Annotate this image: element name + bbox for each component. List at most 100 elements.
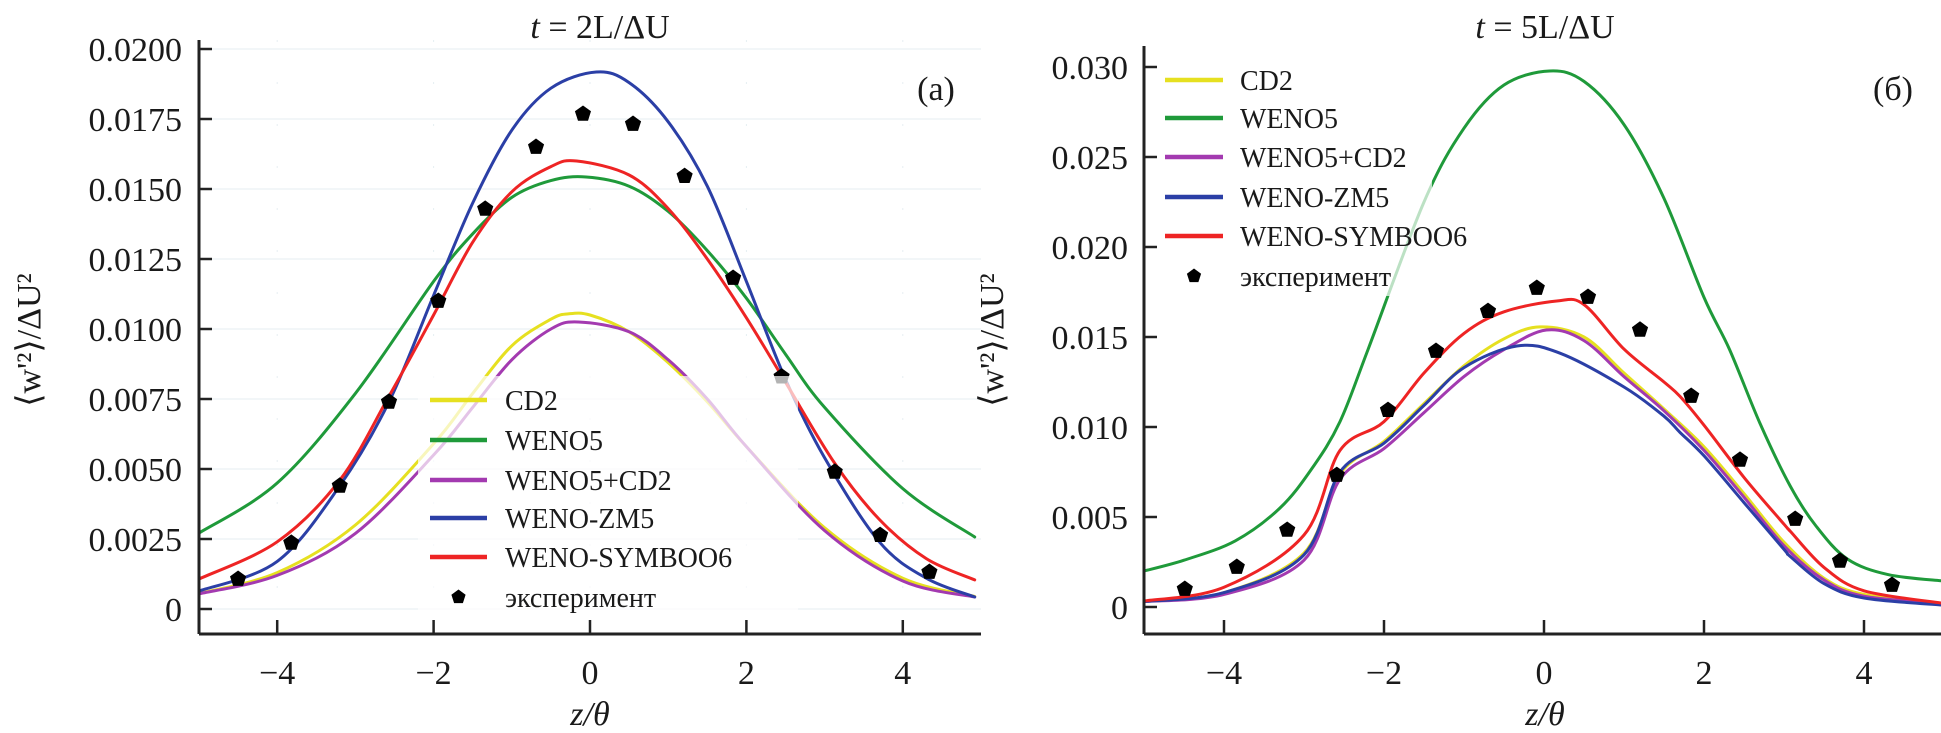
y-tick-label: 0.025 <box>1052 140 1129 177</box>
legend-label: WENO5 <box>1240 104 1338 135</box>
panel-a-curves <box>199 70 977 599</box>
legend-label: WENO-ZM5 <box>505 504 654 535</box>
y-tick-label: 0.0150 <box>89 172 183 209</box>
panel-a-title-t: t <box>530 9 541 46</box>
y-tick-label: 0.005 <box>1052 500 1129 537</box>
panel-b-tag: (б) <box>1873 71 1913 108</box>
experiment-point <box>826 463 843 479</box>
x-tick-label: −4 <box>1206 655 1242 692</box>
experiment-point <box>1579 288 1597 304</box>
legend-item: WENO5+CD2 <box>1165 143 1407 174</box>
panel-a-ylabel: ⟨w'²⟩/ΔU² <box>11 273 48 406</box>
y-tick-label: 0 <box>1111 590 1128 627</box>
legend-label: CD2 <box>505 386 558 417</box>
experiment-point <box>1379 401 1397 417</box>
panel-a-xlabel: z/θ <box>569 696 609 733</box>
x-tick-label: −2 <box>416 655 452 692</box>
y-tick-label: 0.0050 <box>89 452 183 489</box>
legend-item: CD2 <box>430 386 558 417</box>
legend-marker-pentagon-icon <box>1186 268 1202 283</box>
experiment-point <box>1631 321 1649 337</box>
legend-label: WENO-SYMBOO6 <box>1240 222 1467 253</box>
legend-label: эксперимент <box>1240 262 1391 293</box>
legend-label: WENO5+CD2 <box>505 466 672 497</box>
legend-item: WENO-ZM5 <box>1165 183 1389 214</box>
legend-item: WENO5 <box>430 426 603 457</box>
panel-a-tag: (a) <box>917 71 955 108</box>
experiment-point <box>1883 576 1901 592</box>
series-weno-symboo6 <box>1144 297 1941 605</box>
experiment-point <box>230 570 247 586</box>
legend-item: WENO5+CD2 <box>430 466 672 497</box>
legend-item: эксперимент <box>451 583 656 614</box>
legend-label: WENO5 <box>505 426 603 457</box>
panel-a-grid <box>199 40 981 634</box>
x-tick-label: 4 <box>894 655 911 692</box>
experiment-point <box>1427 342 1445 358</box>
experiment-point <box>331 477 348 493</box>
panel-b-xlabel: z/θ <box>1524 696 1564 733</box>
legend-label: WENO-ZM5 <box>1240 183 1389 214</box>
y-tick-label: 0.030 <box>1052 50 1129 87</box>
experiment-point <box>1731 451 1749 467</box>
series-weno5 <box>199 175 977 539</box>
series-weno-zm5 <box>199 70 977 599</box>
y-tick-label: 0.0125 <box>89 242 183 279</box>
legend-item: WENO5 <box>1165 104 1338 135</box>
panel-b: CD2 WENO5 WENO5+CD2 WENO-ZM5 WENO-SYMBOO6 экс… <box>974 9 1941 733</box>
experiment-point <box>725 269 742 285</box>
experiment-point <box>1176 580 1193 596</box>
experiment-point <box>1279 521 1296 537</box>
y-tick-label: 0.0200 <box>89 32 183 69</box>
panel-b-axes: 0 0.005 0.010 0.015 0.020 0.025 0.030 −4 −2 0 2 4 <box>1052 46 1941 692</box>
x-tick-label: 0 <box>1536 655 1553 692</box>
experiment-point <box>283 534 300 550</box>
panel-a-title-rest: = 2L/ΔU <box>540 9 670 46</box>
experiment-point <box>1528 279 1545 295</box>
x-tick-label: 2 <box>1696 655 1713 692</box>
series-weno5 <box>1144 69 1941 583</box>
panel-a-axes: 0 0.0025 0.0050 0.0075 0.0100 0.0125 0.0150 0.0… <box>89 32 981 692</box>
x-tick-label: 2 <box>738 655 755 692</box>
x-tick-label: 0 <box>582 655 599 692</box>
y-tick-label: 0.0100 <box>89 312 183 349</box>
legend-item: WENO-SYMBOO6 <box>430 543 732 574</box>
legend-label: CD2 <box>1240 66 1293 97</box>
panel-a-title: t = 2L/ΔU <box>530 9 669 46</box>
y-tick-label: 0.0025 <box>89 522 183 559</box>
panel-b-title: t = 5L/ΔU <box>1475 9 1614 46</box>
series-weno-zm5 <box>1144 343 1941 607</box>
x-tick-label: 4 <box>1856 655 1873 692</box>
experiment-point <box>921 563 938 579</box>
series-weno5-cd2 <box>1144 328 1941 605</box>
experiment-point <box>1787 510 1804 526</box>
y-tick-label: 0.010 <box>1052 410 1129 447</box>
experiment-point <box>872 526 889 542</box>
experiment-point <box>430 292 447 308</box>
panel-b-legend: CD2 WENO5 WENO5+CD2 WENO-ZM5 WENO-SYMBOO6 экс… <box>1152 56 1467 296</box>
experiment-point <box>1228 558 1245 574</box>
legend-item: эксперимент <box>1186 262 1391 293</box>
y-tick-label: 0.0175 <box>89 102 183 139</box>
panel-b-title-rest: = 5L/ΔU <box>1485 9 1615 46</box>
experiment-point <box>1831 552 1849 568</box>
y-tick-label: 0.0075 <box>89 382 183 419</box>
panel-b-title-t: t <box>1475 9 1486 46</box>
legend-label: WENO-SYMBOO6 <box>505 543 732 574</box>
experiment-point <box>380 393 398 409</box>
panel-b-ylabel: ⟨w'²⟩/ΔU² <box>974 273 1011 406</box>
experiment-point <box>1479 302 1497 318</box>
experiment-point <box>1328 466 1345 482</box>
legend-item: CD2 <box>1165 66 1293 97</box>
experiment-point <box>676 167 693 183</box>
y-tick-label: 0 <box>165 592 182 629</box>
legend-background <box>1152 56 1432 296</box>
experiment-point <box>477 200 494 216</box>
panel-a: CD2 WENO5 WENO5+CD2 WENO-ZM5 WENO-SYMBOO6 экс… <box>11 9 981 733</box>
legend-marker-pentagon-icon <box>451 589 466 604</box>
y-tick-label: 0.015 <box>1052 320 1129 357</box>
legend-label: эксперимент <box>505 583 656 614</box>
experiment-point <box>624 115 642 131</box>
y-tick-label: 0.020 <box>1052 230 1129 267</box>
